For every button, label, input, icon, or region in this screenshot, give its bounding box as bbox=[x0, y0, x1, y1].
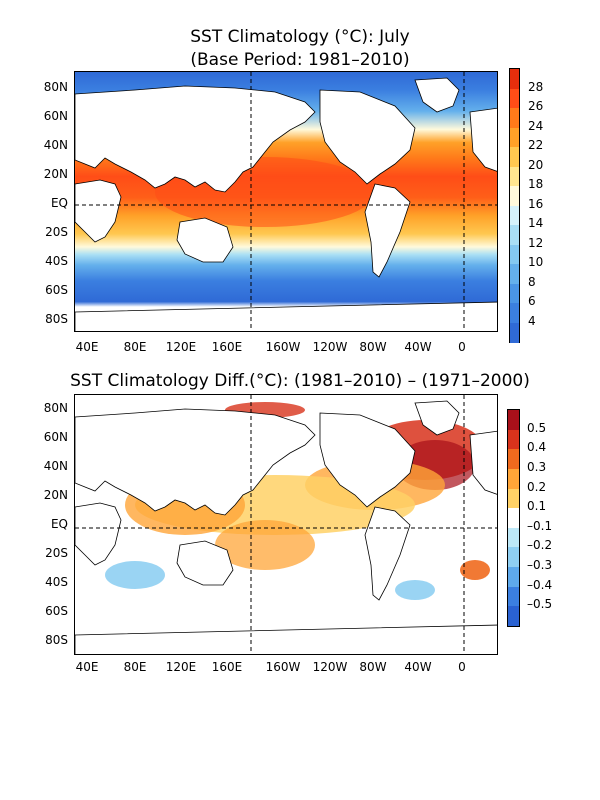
panel1-lon-label: 80W bbox=[359, 340, 387, 354]
panel2-lat-label: 80S bbox=[45, 633, 68, 647]
panel2-lat-label: 60N bbox=[43, 430, 68, 444]
panel1-lon-label: 160E bbox=[211, 340, 243, 354]
panel2-lat-label: 60S bbox=[45, 604, 68, 618]
panel1-lat-label: 20N bbox=[43, 167, 68, 181]
colorbar-segment bbox=[510, 244, 519, 265]
colorbar-label: 0.3 bbox=[527, 459, 547, 474]
colorbar-label: 4 bbox=[528, 313, 536, 328]
panel2-lat-label: 80N bbox=[43, 401, 68, 415]
panel2-lon-label: 120E bbox=[165, 660, 197, 674]
colorbar-label: 12 bbox=[528, 235, 544, 250]
panel2-land bbox=[75, 400, 497, 654]
panel1-subtitle: (Base Period: 1981–2010) bbox=[190, 50, 410, 70]
panel2-title: SST Climatology Diff.(°C): (1981–2010) –… bbox=[70, 371, 530, 391]
colorbar-label: 20 bbox=[528, 157, 544, 172]
colorbar-label: 24 bbox=[528, 118, 544, 133]
panel2-map bbox=[74, 394, 498, 655]
colorbar-segment bbox=[508, 429, 519, 450]
colorbar-label: 18 bbox=[528, 177, 544, 191]
colorbar-segment bbox=[508, 508, 519, 529]
colorbar-segment bbox=[510, 166, 519, 187]
colorbar-segment bbox=[508, 449, 519, 470]
colorbar-segment bbox=[510, 322, 519, 343]
panel1-lat-label: 40N bbox=[43, 138, 68, 152]
colorbar-segment bbox=[510, 283, 519, 304]
panel2-map-svg bbox=[75, 395, 497, 654]
panel1-lon-label: 80E bbox=[123, 340, 147, 354]
panel2-lon-label: 80W bbox=[359, 660, 387, 674]
panel2-lon-label: 160E bbox=[211, 660, 243, 674]
colorbar-segment bbox=[510, 108, 519, 128]
colorbar-segment bbox=[508, 547, 519, 568]
panel1-lon-label: 0 bbox=[458, 340, 466, 354]
panel2-lat-label: 20N bbox=[43, 488, 68, 502]
colorbar-label: 22 bbox=[528, 138, 544, 152]
colorbar-label: 0.4 bbox=[527, 440, 547, 455]
panel1-lat-label: 60S bbox=[45, 283, 68, 297]
colorbar-segment bbox=[508, 488, 519, 509]
panel1-map bbox=[74, 71, 498, 332]
colorbar-label: 6 bbox=[528, 294, 536, 308]
panel2-lon-label: 0 bbox=[458, 660, 466, 674]
colorbar-label: –0.1 bbox=[527, 518, 553, 533]
colorbar-segment bbox=[510, 225, 519, 245]
colorbar-segment bbox=[510, 69, 519, 89]
colorbar-label: 0.1 bbox=[527, 499, 547, 514]
panel1-title: SST Climatology (°C): July bbox=[190, 27, 410, 47]
panel2-lat-label: 20S bbox=[45, 546, 68, 560]
panel1-lat-label: 60N bbox=[43, 109, 68, 123]
panel1-lon-label: 160W bbox=[265, 340, 301, 354]
colorbar-label: 8 bbox=[528, 274, 536, 289]
panel1-lat-label: 20S bbox=[45, 225, 68, 239]
colorbar-segment bbox=[510, 88, 519, 109]
colorbar-segment bbox=[510, 147, 519, 167]
panel1-lat-label: 80N bbox=[43, 80, 68, 94]
panel2-lon-label: 120W bbox=[312, 660, 348, 674]
colorbar-label: –0.4 bbox=[527, 577, 553, 592]
colorbar-segment bbox=[508, 527, 519, 548]
colorbar-label: –0.5 bbox=[527, 597, 553, 612]
colorbar-label: 0.5 bbox=[527, 420, 547, 435]
colorbar-label: –0.3 bbox=[527, 558, 553, 573]
colorbar-segment bbox=[508, 586, 519, 607]
panel2-lon-label: 40E bbox=[75, 660, 99, 674]
panel2-lat-label: EQ bbox=[50, 517, 68, 531]
colorbar-segment bbox=[508, 468, 519, 490]
colorbar-label: 16 bbox=[528, 196, 544, 211]
panel1-map-svg bbox=[75, 72, 497, 331]
panel1-lon-label: 120E bbox=[165, 340, 197, 354]
colorbar-segment bbox=[510, 264, 519, 284]
panel1-lat-label: 80S bbox=[45, 312, 68, 326]
panel2-lat-label: 40N bbox=[43, 459, 68, 473]
colorbar-label: 26 bbox=[528, 99, 544, 113]
panel2-lat-label: 40S bbox=[45, 575, 68, 589]
colorbar-label: 10 bbox=[528, 255, 544, 269]
panel2-colorbar bbox=[507, 409, 520, 627]
colorbar-segment bbox=[508, 567, 519, 588]
panel1-lat-label: EQ bbox=[50, 196, 68, 210]
panel1-lon-label: 120W bbox=[312, 340, 348, 354]
panel1-colorbar bbox=[509, 68, 520, 343]
panel1-lat-label: 40S bbox=[45, 254, 68, 268]
colorbar-segment bbox=[510, 127, 519, 148]
panel1-lon-label: 40W bbox=[404, 340, 432, 354]
panel2-lon-label: 160W bbox=[265, 660, 301, 674]
panel1-lon-label: 40E bbox=[75, 340, 99, 354]
colorbar-segment bbox=[510, 186, 519, 206]
colorbar-label: 28 bbox=[528, 79, 544, 94]
colorbar-label: 14 bbox=[528, 216, 544, 230]
panel2-lon-label: 80E bbox=[123, 660, 147, 674]
colorbar-label: 0.2 bbox=[527, 479, 547, 494]
colorbar-segment bbox=[508, 606, 519, 627]
colorbar-label: –0.2 bbox=[527, 538, 553, 553]
panel2-lon-label: 40W bbox=[404, 660, 432, 674]
panel1-land bbox=[75, 77, 497, 331]
colorbar-segment bbox=[508, 410, 519, 431]
colorbar-segment bbox=[510, 303, 519, 323]
colorbar-segment bbox=[510, 205, 519, 226]
